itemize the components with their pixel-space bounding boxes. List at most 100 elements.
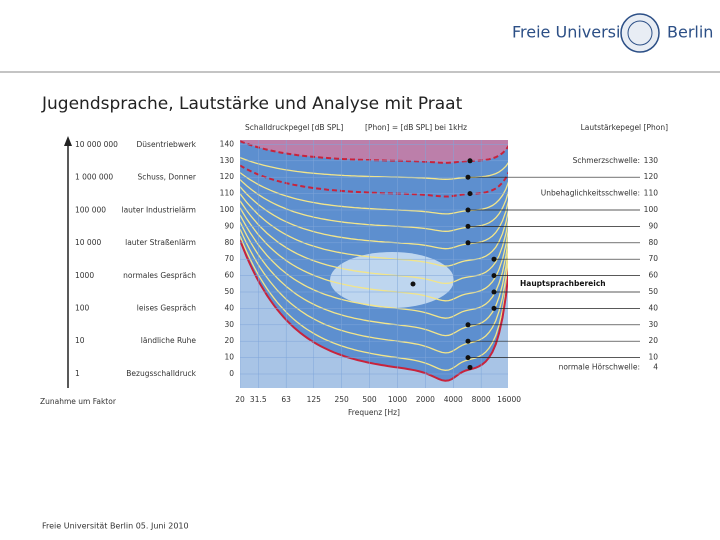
threshold-value: 130: [644, 156, 659, 165]
y-tick-label: 60: [224, 271, 234, 280]
threshold-label: Schmerzschwelle:: [573, 156, 640, 165]
y-tick-label: 130: [220, 156, 235, 165]
factor-label: 10: [75, 336, 85, 345]
contour: [240, 179, 508, 232]
contour: [240, 156, 508, 180]
threshold-curve: [240, 164, 508, 198]
x-tick-label: 8000: [472, 395, 491, 404]
level-dot: [465, 207, 471, 213]
footer: Freie Universität Berlin 05. Juni 2010: [42, 522, 189, 531]
contour: [240, 172, 508, 215]
threshold-dot: [467, 191, 473, 197]
factor-label: 10 000: [75, 238, 101, 247]
source-label: lauter Industrielärm: [121, 205, 196, 214]
phon-label: 60: [648, 271, 658, 280]
level-dot: [465, 322, 471, 328]
logo-seal: [620, 13, 660, 53]
y-tick-label: 100: [220, 205, 235, 214]
logo-text: Freie Universität: [512, 23, 643, 42]
phon-label: 20: [648, 336, 658, 345]
source-label: Bezugsschalldruck: [126, 369, 196, 378]
factor-label: 1 000 000: [75, 173, 113, 182]
phon-label: 120: [644, 172, 659, 181]
y-tick-label: 90: [224, 221, 234, 230]
contour: [240, 235, 508, 371]
threshold-curve: [240, 239, 508, 382]
x-tick-label: 4000: [444, 395, 463, 404]
y-axis-label: Schalldruckpegel [dB SPL]: [245, 123, 343, 132]
source-label: Schuss, Donner: [137, 173, 196, 182]
contour: [240, 186, 508, 250]
contour: [240, 228, 508, 354]
x-tick-label: 500: [362, 395, 377, 404]
threshold-value: 110: [644, 189, 659, 198]
threshold-label: Unbehaglichkeitsschwelle:: [541, 189, 640, 198]
y-tick-label: 30: [224, 320, 234, 329]
phon-label: 100: [644, 205, 659, 214]
phon-label: [Phon] = [dB SPL] bei 1kHz: [365, 123, 467, 132]
inaudible-area: [240, 240, 508, 388]
x-tick-label: 1000: [388, 395, 407, 404]
factor-label: 100 000: [75, 205, 106, 214]
level-dot: [465, 355, 471, 361]
x-tick-label: 31.5: [250, 395, 267, 404]
phon-label: 90: [648, 221, 658, 230]
y-tick-label: 0: [229, 369, 234, 378]
speech-area: [330, 252, 454, 308]
level-dot: [491, 256, 497, 262]
phon-label: 30: [648, 320, 658, 329]
contour: [240, 207, 508, 302]
level-dot: [465, 223, 471, 229]
x-axis-label: Frequenz [Hz]: [348, 408, 400, 417]
x-tick-label: 63: [281, 395, 291, 404]
source-label: leises Gespräch: [137, 304, 196, 313]
x-tick-label: 2000: [416, 395, 435, 404]
y-tick-label: 10: [224, 353, 234, 362]
y-tick-label: 40: [224, 303, 234, 312]
arrow-head: [64, 136, 72, 146]
speech-dot: [410, 281, 416, 287]
y-tick-label: 80: [224, 238, 234, 247]
factor-label: 1000: [75, 271, 94, 280]
phon-label: 70: [648, 254, 658, 263]
level-dot: [491, 273, 497, 279]
contour: [240, 200, 508, 285]
level-dot: [491, 305, 497, 311]
y-tick-label: 120: [220, 172, 235, 181]
source-label: lauter Straßenlärm: [125, 238, 196, 247]
factor-label: 10 000 000: [75, 140, 118, 149]
x-tick-label: 250: [334, 395, 349, 404]
source-label: ländliche Ruhe: [141, 336, 197, 345]
contour: [240, 193, 508, 267]
level-dot: [465, 338, 471, 344]
threshold-dot: [467, 364, 473, 370]
y-tick-label: 20: [224, 336, 234, 345]
threshold-curve: [240, 140, 508, 164]
level-dot: [465, 174, 471, 180]
source-label: Düsentriebwerk: [137, 140, 197, 149]
phon-label: 50: [648, 287, 658, 296]
factor-label: 1: [75, 369, 80, 378]
level-dot: [491, 289, 497, 295]
threshold-dot: [467, 158, 473, 164]
y-tick-label: 50: [224, 287, 234, 296]
factor-axis-label: Zunahme um Faktor: [40, 397, 117, 406]
threshold-value: 4: [653, 362, 658, 371]
y-tick-label: 140: [220, 139, 235, 148]
level-dot: [465, 240, 471, 246]
threshold-label: normale Hörschwelle:: [559, 362, 640, 371]
phon-label: 10: [648, 353, 658, 362]
phon-label: 40: [648, 303, 658, 312]
x-tick-label: 125: [307, 395, 322, 404]
factor-label: 100: [75, 304, 90, 313]
contour: [240, 214, 508, 319]
logo-seal-inner: [627, 20, 653, 46]
contour: [240, 221, 508, 337]
right-axis-label: Lautstärkepegel [Phon]: [581, 123, 668, 132]
y-tick-label: 110: [220, 189, 235, 198]
pain-area: [240, 140, 508, 163]
speech-area-label: Hauptsprachbereich: [520, 279, 606, 288]
x-tick-label: 16000: [497, 395, 521, 404]
y-tick-label: 70: [224, 254, 234, 263]
